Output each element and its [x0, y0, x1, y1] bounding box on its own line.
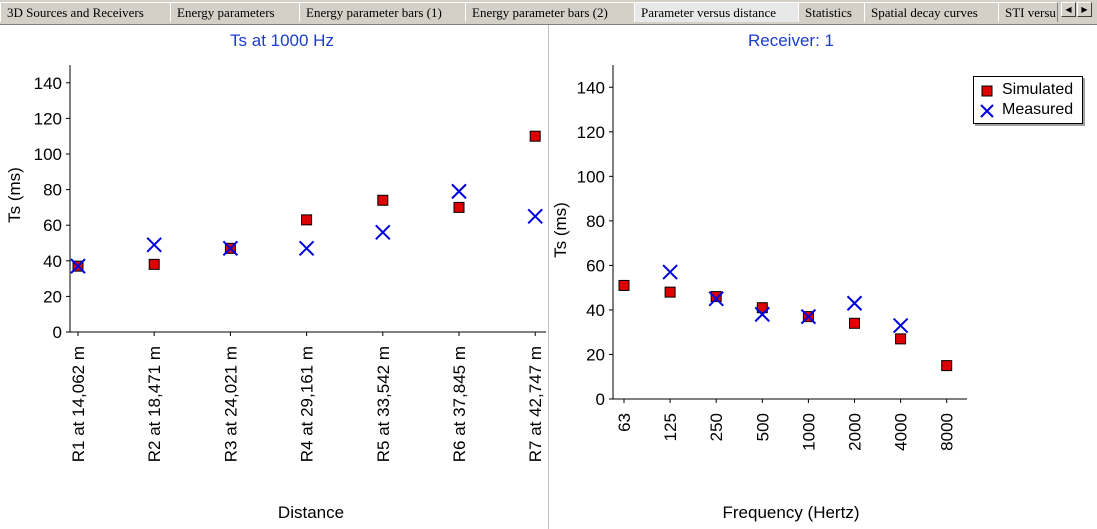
x-tick-label: R3 at 24,021 m: [221, 346, 240, 462]
simulated-point: [895, 333, 907, 345]
measured-point: [70, 258, 86, 274]
y-tick-label: 120: [577, 123, 605, 142]
measured-point: [451, 183, 467, 200]
measured-point: [146, 237, 162, 253]
y-tick-label: 100: [577, 167, 605, 186]
measured-point: [892, 317, 909, 334]
x-tick-label: R1 at 14,062 m: [69, 346, 88, 462]
y-tick-label: 120: [34, 109, 62, 128]
x-tick-label: R7 at 42,747 m: [526, 346, 545, 462]
x-tick-label: 63: [615, 413, 634, 432]
simulated-point: [377, 194, 389, 206]
tab-label: Parameter versus distance: [641, 5, 777, 20]
simulated-point: [618, 279, 630, 291]
tab-label: Energy parameters: [177, 5, 275, 20]
tab-bar: 3D Sources and Receivers Energy paramete…: [0, 0, 1097, 25]
y-tick-label: 100: [34, 145, 62, 164]
x-tick-label: 125: [661, 413, 680, 441]
x-tick-label: 8000: [938, 413, 957, 451]
tab-label: STI versu: [1005, 5, 1056, 20]
tab-label: Spatial decay curves: [871, 5, 978, 20]
y-tick-label: 20: [586, 345, 605, 364]
measured-point: [800, 308, 817, 325]
y-tick-label: 40: [43, 252, 62, 271]
measured-point: [708, 291, 724, 307]
x-tick-label: 1000: [799, 413, 818, 451]
x-tick-label: R5 at 33,542 m: [374, 346, 393, 462]
y-tick-label: 0: [596, 390, 605, 409]
tab-3d-sources-and-receivers[interactable]: 3D Sources and Receivers: [0, 2, 173, 22]
measured-point: [662, 264, 678, 280]
chart1-title: Ts at 1000 Hz: [230, 31, 334, 50]
measured-point: [754, 306, 771, 323]
x-tick-label: R6 at 37,845 m: [450, 346, 469, 462]
legend-simulated-label: Simulated: [1002, 81, 1074, 98]
chart2-plot: 0 20 40 60 80 100 120 140 63 125 250 500 1000 2000 400…: [577, 65, 967, 451]
arrow-left-icon: ◀: [1065, 5, 1072, 14]
tab-scroll-left-button[interactable]: ◀: [1061, 2, 1076, 17]
y-tick-label: 80: [43, 181, 62, 200]
tab-label: Energy parameter bars (2): [472, 5, 608, 20]
simulated-point: [529, 130, 541, 142]
distance-chart-panel: [0, 25, 548, 529]
arrow-right-icon: ▶: [1081, 5, 1088, 14]
x-tick-label: 250: [707, 413, 726, 441]
x-tick-label: 4000: [892, 413, 911, 451]
y-tick-label: 20: [43, 287, 62, 306]
chart2-ylabel: Ts (ms): [551, 202, 570, 258]
tab-label: Energy parameter bars (1): [306, 5, 442, 20]
y-tick-label: 60: [43, 216, 62, 235]
tab-sti-versus[interactable]: STI versu: [998, 2, 1058, 22]
y-tick-label: 80: [586, 212, 605, 231]
y-tick-label: 0: [53, 323, 62, 342]
chart1-plot: 0 20 40 60 80 100 120 140 R1 at 14,062 m R2 at 18…: [34, 65, 546, 462]
tab-label: 3D Sources and Receivers: [7, 5, 144, 20]
chart1-xlabel: Distance: [278, 503, 344, 522]
tab-scroll-right-button[interactable]: ▶: [1077, 2, 1092, 17]
tab-label: Statistics: [805, 5, 852, 20]
chart1-ylabel: Ts (ms): [5, 167, 24, 223]
tab-energy-parameter-bars-1[interactable]: Energy parameter bars (1): [299, 2, 466, 22]
simulated-point: [301, 214, 313, 226]
y-tick-label: 140: [34, 74, 62, 93]
simulated-point: [941, 360, 953, 372]
measured-point: [846, 295, 863, 311]
simulated-point: [664, 286, 676, 298]
tab-energy-parameters[interactable]: Energy parameters: [170, 2, 301, 22]
simulated-point: [453, 201, 465, 213]
tab-statistics[interactable]: Statistics: [798, 2, 866, 22]
measured-point: [222, 240, 239, 257]
simulated-point: [849, 317, 860, 329]
measured-point: [375, 224, 391, 241]
x-tick-label: R4 at 29,161 m: [298, 346, 317, 462]
tab-spatial-decay-curves[interactable]: Spatial decay curves: [864, 2, 1000, 22]
y-tick-label: 60: [586, 256, 605, 275]
legend-measured-marker: [980, 104, 994, 118]
y-tick-label: 40: [586, 301, 605, 320]
measured-point: [527, 208, 543, 225]
x-tick-label: R2 at 18,471 m: [145, 346, 164, 462]
legend-simulated-marker: [981, 85, 993, 97]
x-tick-label: 2000: [846, 413, 865, 451]
tab-energy-parameter-bars-2[interactable]: Energy parameter bars (2): [465, 2, 635, 22]
legend-measured-label: Measured: [1002, 101, 1074, 118]
simulated-point: [710, 291, 722, 303]
simulated-point: [148, 258, 160, 270]
measured-point: [298, 240, 315, 257]
chart-legend: Simulated Measured: [973, 76, 1083, 124]
simulated-point: [756, 302, 768, 314]
x-tick-label: 500: [753, 413, 772, 441]
chart2-title: Receiver: 1: [748, 31, 834, 50]
chart2-xlabel: Frequency (Hertz): [723, 503, 860, 522]
y-tick-label: 140: [577, 78, 605, 97]
